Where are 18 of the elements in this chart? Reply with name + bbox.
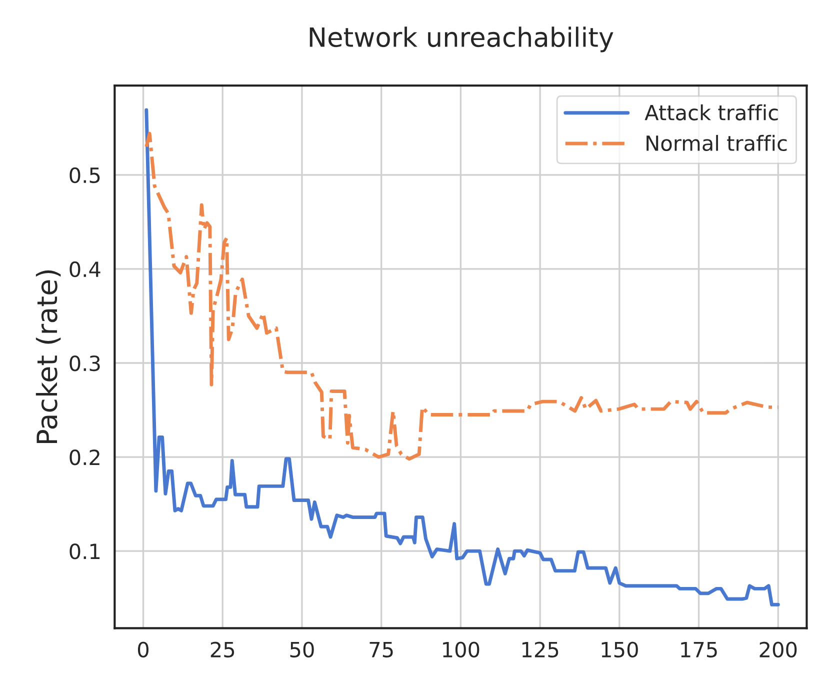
x-tick-label: 125 — [522, 642, 558, 658]
x-tick-label: 50 — [290, 642, 314, 658]
y-axis-title: Packet (rate) — [36, 270, 61, 444]
x-tick-label: 100 — [443, 642, 480, 658]
legend-label: Normal traffic — [646, 134, 787, 152]
y-tick-label: 0.2 — [70, 449, 100, 466]
y-tick-label: 0.3 — [70, 355, 100, 372]
x-tick-label: 175 — [681, 642, 717, 658]
y-tick-label: 0.5 — [70, 167, 100, 184]
x-tick-label: 200 — [760, 642, 797, 658]
y-tick-label: 0.4 — [70, 261, 100, 278]
legend-label: Attack traffic — [644, 104, 778, 120]
x-tick-label: 25 — [210, 642, 234, 658]
x-tick-label: 0 — [138, 642, 148, 658]
x-tick-label: 75 — [370, 642, 393, 658]
y-tick-label: 0.1 — [70, 544, 100, 560]
chart-title: Network unreachability — [310, 26, 614, 52]
x-tick-label: 150 — [602, 642, 638, 658]
